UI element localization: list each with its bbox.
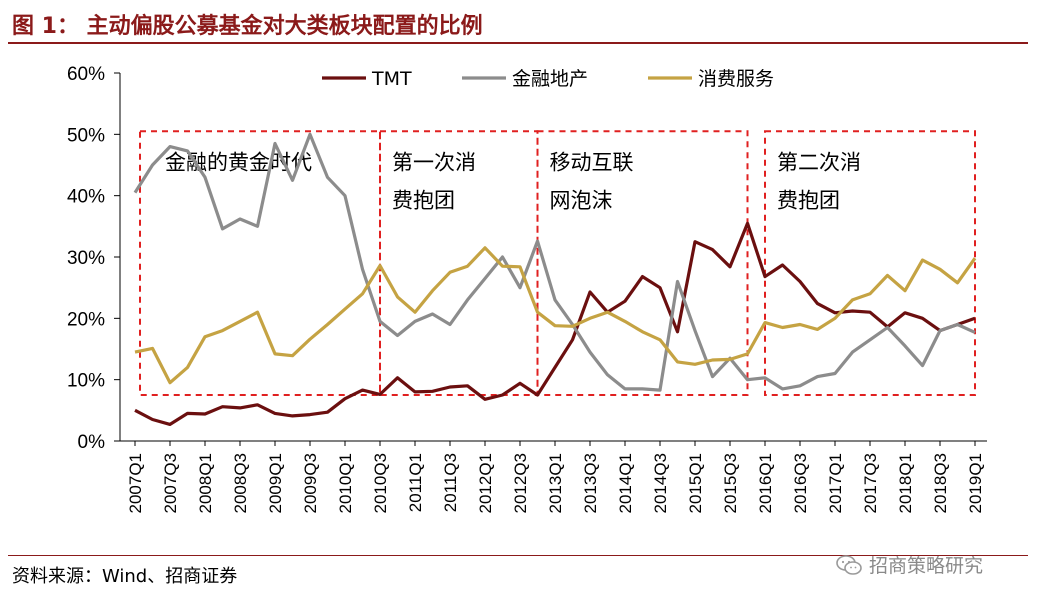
x-tick-label: 2018Q3	[931, 453, 950, 514]
source-note: 资料来源：Wind、招商证券	[12, 566, 238, 587]
x-tick-label: 2007Q1	[126, 453, 145, 514]
footer-rule	[8, 555, 1028, 556]
x-tick-label: 2013Q1	[546, 453, 565, 514]
watermark-text: 招商策略研究	[869, 555, 984, 577]
chart-series	[133, 132, 977, 426]
y-tick-label: 0%	[78, 432, 106, 453]
x-tick-label: 2017Q3	[861, 453, 880, 514]
x-tick-label: 2014Q3	[651, 453, 670, 514]
x-tick-label: 2012Q3	[511, 453, 530, 514]
x-tick-label: 2012Q1	[476, 453, 495, 514]
y-tick-label: 50%	[67, 125, 105, 146]
legend-label: 金融地产	[512, 68, 588, 90]
y-tick-label: 60%	[67, 64, 105, 85]
x-tick-label: 2015Q3	[721, 453, 740, 514]
x-tick-label: 2011Q3	[441, 453, 460, 512]
x-tick-label: 2015Q1	[686, 453, 705, 514]
chart-axes: 0% 10% 20% 30% 40% 50% 60% 2007Q1 2007Q3 2008Q1 20…	[67, 64, 987, 514]
annotation-label: 移动互联	[550, 150, 634, 174]
x-tick-label: 2016Q3	[791, 453, 810, 514]
y-tick-label: 30%	[67, 248, 105, 269]
legend-label: 消费服务	[698, 68, 774, 90]
annotation-label: 费抱团	[392, 188, 455, 212]
chart-legend: TMT 金融地产 消费服务	[322, 68, 774, 90]
x-tick-label: 2007Q3	[161, 453, 180, 514]
series-line	[134, 246, 977, 385]
x-tick-label: 2011Q1	[406, 453, 425, 512]
series-line	[134, 221, 976, 426]
x-tick-label: 2013Q3	[581, 453, 600, 514]
y-tick-label: 20%	[67, 309, 105, 330]
series-line	[133, 132, 976, 392]
wechat-icon	[836, 554, 862, 575]
annotation-label: 金融的黄金时代	[165, 150, 312, 174]
title-rule	[8, 42, 1028, 44]
annotation-label: 费抱团	[777, 188, 840, 212]
x-tick-label: 2010Q3	[371, 453, 390, 514]
x-tick-label: 2016Q1	[756, 453, 775, 514]
x-tick-label: 2017Q1	[826, 453, 845, 514]
annotation-label: 第一次消	[392, 150, 476, 174]
x-tick-label: 2014Q1	[616, 453, 635, 514]
x-tick-label: 2018Q1	[896, 453, 915, 514]
x-tick-label: 2019Q1	[966, 453, 985, 514]
annotation-label: 网泡沫	[550, 188, 613, 212]
annotation-box	[536, 130, 749, 396]
x-tick-label: 2009Q3	[301, 453, 320, 514]
x-tick-label: 2008Q3	[231, 453, 250, 514]
legend-label: TMT	[371, 68, 412, 90]
line-chart: 0% 10% 20% 30% 40% 50% 60% 2007Q1 2007Q3 2008Q1 20…	[67, 64, 987, 514]
x-tick-label: 2009Q1	[266, 453, 285, 514]
watermark: 招商策略研究	[835, 551, 983, 578]
y-tick-label: 10%	[67, 371, 105, 392]
annotation-label: 第二次消	[777, 150, 861, 174]
y-tick-label: 40%	[67, 187, 105, 208]
x-tick-label: 2008Q1	[196, 453, 215, 514]
x-tick-label: 2010Q1	[336, 453, 355, 514]
annotation-box	[764, 130, 976, 396]
figure-title: 图 1： 主动偏股公募基金对大类板块配置的比例	[12, 14, 483, 39]
